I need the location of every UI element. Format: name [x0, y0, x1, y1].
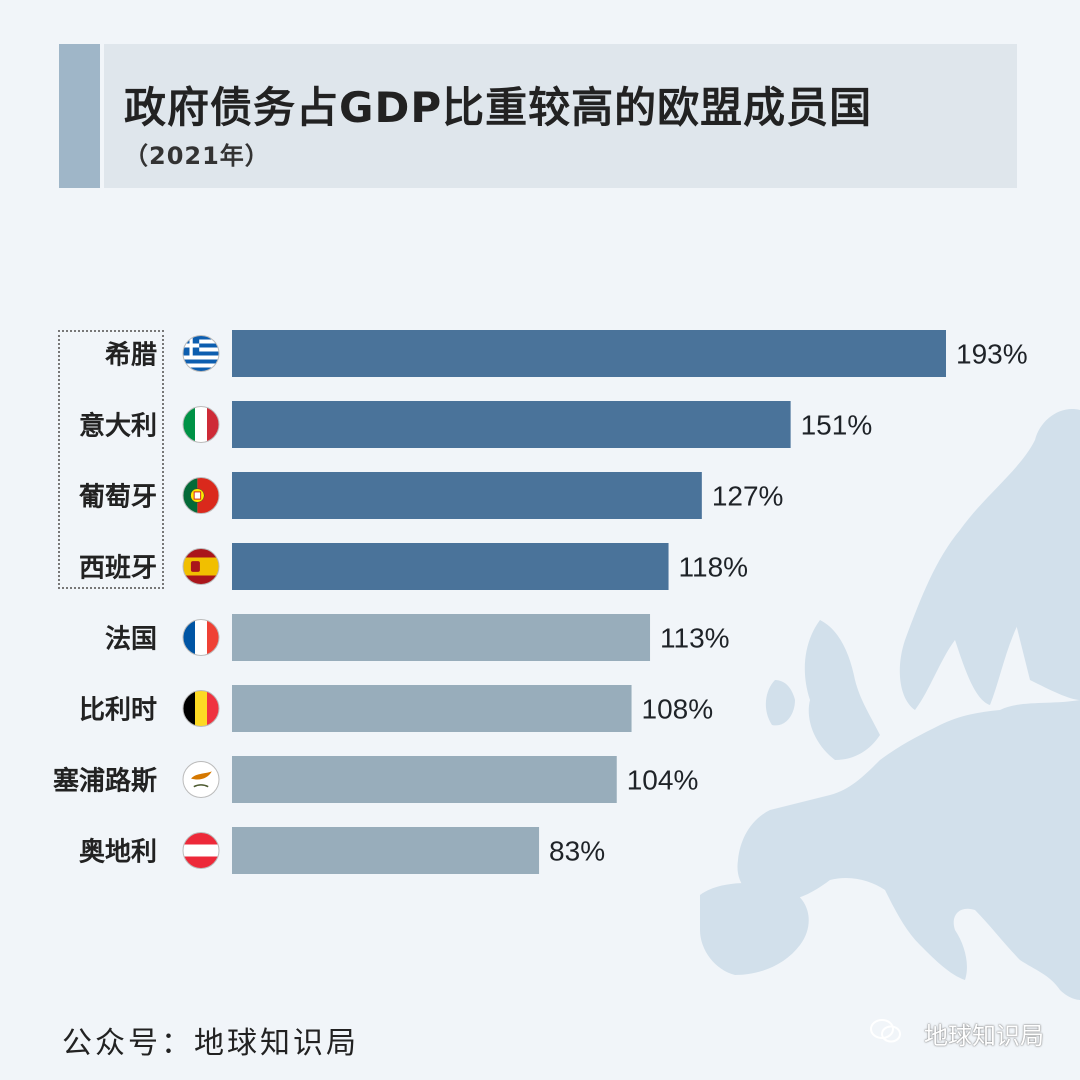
bar-3 — [232, 472, 702, 519]
bar-5 — [232, 614, 651, 661]
bar-4 — [232, 543, 669, 590]
bar-6 — [232, 685, 632, 732]
value-label: 127% — [712, 481, 784, 512]
spain-flag-icon — [182, 548, 220, 585]
greece-flag-icon — [182, 335, 220, 372]
france-flag-icon — [182, 619, 220, 656]
chart-title: 政府债务占GDP比重较高的欧盟成员国 — [124, 83, 873, 132]
bar-7 — [232, 756, 617, 803]
category-label: 意大利 — [79, 411, 157, 442]
austria-flag-icon — [182, 832, 220, 869]
value-label: 193% — [956, 339, 1028, 370]
value-label: 151% — [801, 410, 873, 441]
title-accent-bar — [59, 44, 100, 188]
cyprus-flag-icon — [182, 761, 220, 798]
value-label: 113% — [660, 623, 730, 654]
bar-8 — [232, 827, 540, 874]
wechat-icon — [870, 1019, 901, 1043]
chart-subtitle: （2021年） — [124, 142, 270, 170]
portugal-flag-icon — [182, 477, 220, 514]
category-label: 葡萄牙 — [79, 483, 157, 513]
watermark-text: 地球知识局 — [924, 1022, 1044, 1050]
highlight-group-outline — [58, 330, 164, 589]
value-label: 83% — [549, 836, 605, 867]
italy-flag-icon — [182, 406, 220, 443]
category-label: 奥地利 — [79, 837, 157, 868]
belgium-flag-icon — [182, 690, 220, 727]
value-label: 108% — [642, 694, 714, 725]
value-label: 104% — [627, 765, 699, 796]
bar-1 — [232, 330, 946, 377]
category-label: 比利时 — [79, 696, 157, 726]
category-label: 法国 — [105, 625, 157, 655]
category-label: 塞浦路斯 — [53, 766, 157, 797]
category-label: 希腊 — [105, 340, 157, 371]
footer-source: 公众号：地球知识局 — [62, 1026, 359, 1061]
value-label: 118% — [679, 552, 749, 583]
category-label: 西班牙 — [79, 554, 157, 584]
title-panel: 政府债务占GDP比重较高的欧盟成员国 （2021年） — [104, 44, 1017, 188]
bar-2 — [232, 401, 791, 448]
